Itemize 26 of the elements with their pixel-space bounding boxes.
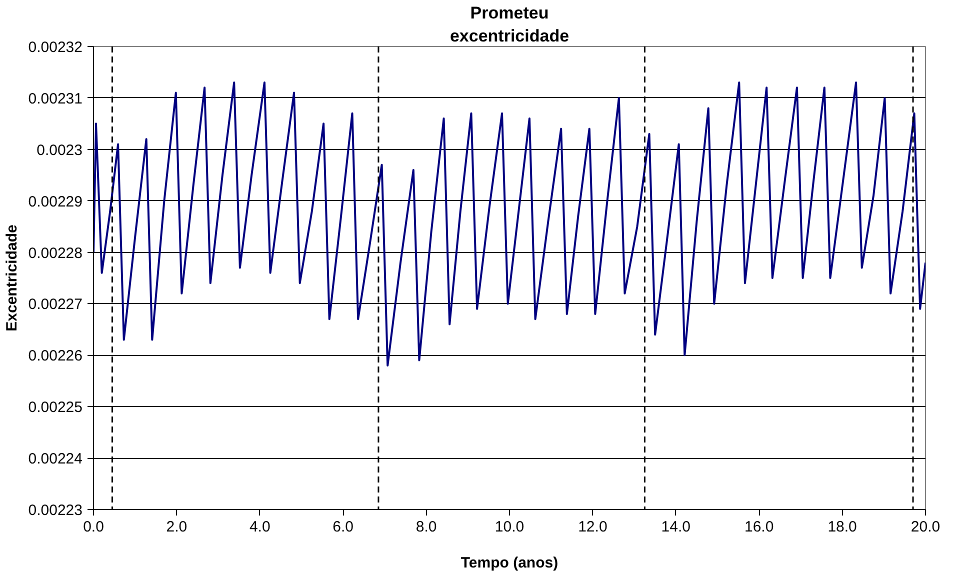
y-tick-label: 0.00229 [28,193,83,210]
y-tick-label: 0.00231 [28,90,83,108]
y-tick-label: 0.0023 [36,142,83,159]
chart-subtitle: excentricidade [450,26,570,46]
x-tick-label: 20.0 [910,518,940,536]
y-tick-label: 0.00226 [28,348,83,365]
y-tick-label: 0.00232 [28,39,83,56]
x-tick-label: 14.0 [661,518,691,536]
chart-title: Prometeu [470,4,549,22]
x-tick-label: 4.0 [249,518,270,536]
x-axis-title: Tempo (anos) [460,554,558,572]
x-tick-label: 2.0 [166,518,188,536]
y-tick-label: 0.00225 [28,399,83,416]
x-tick-label: 16.0 [744,518,774,536]
x-tick-label: 18.0 [828,518,857,536]
x-tick-label: 8.0 [416,518,437,536]
x-tick-label: 10.0 [494,518,524,536]
y-axis-title: Excentricidade [3,224,20,332]
line-series [94,82,926,366]
x-tick-label: 0.0 [83,518,104,536]
y-tick-label: 0.00227 [28,296,83,314]
y-tick-label: 0.00228 [28,244,83,262]
y-tick-label: 0.00224 [28,450,83,468]
x-tick-label: 12.0 [578,518,608,536]
x-tick-label: 6.0 [332,518,354,536]
y-tick-label: 0.00223 [28,502,83,519]
